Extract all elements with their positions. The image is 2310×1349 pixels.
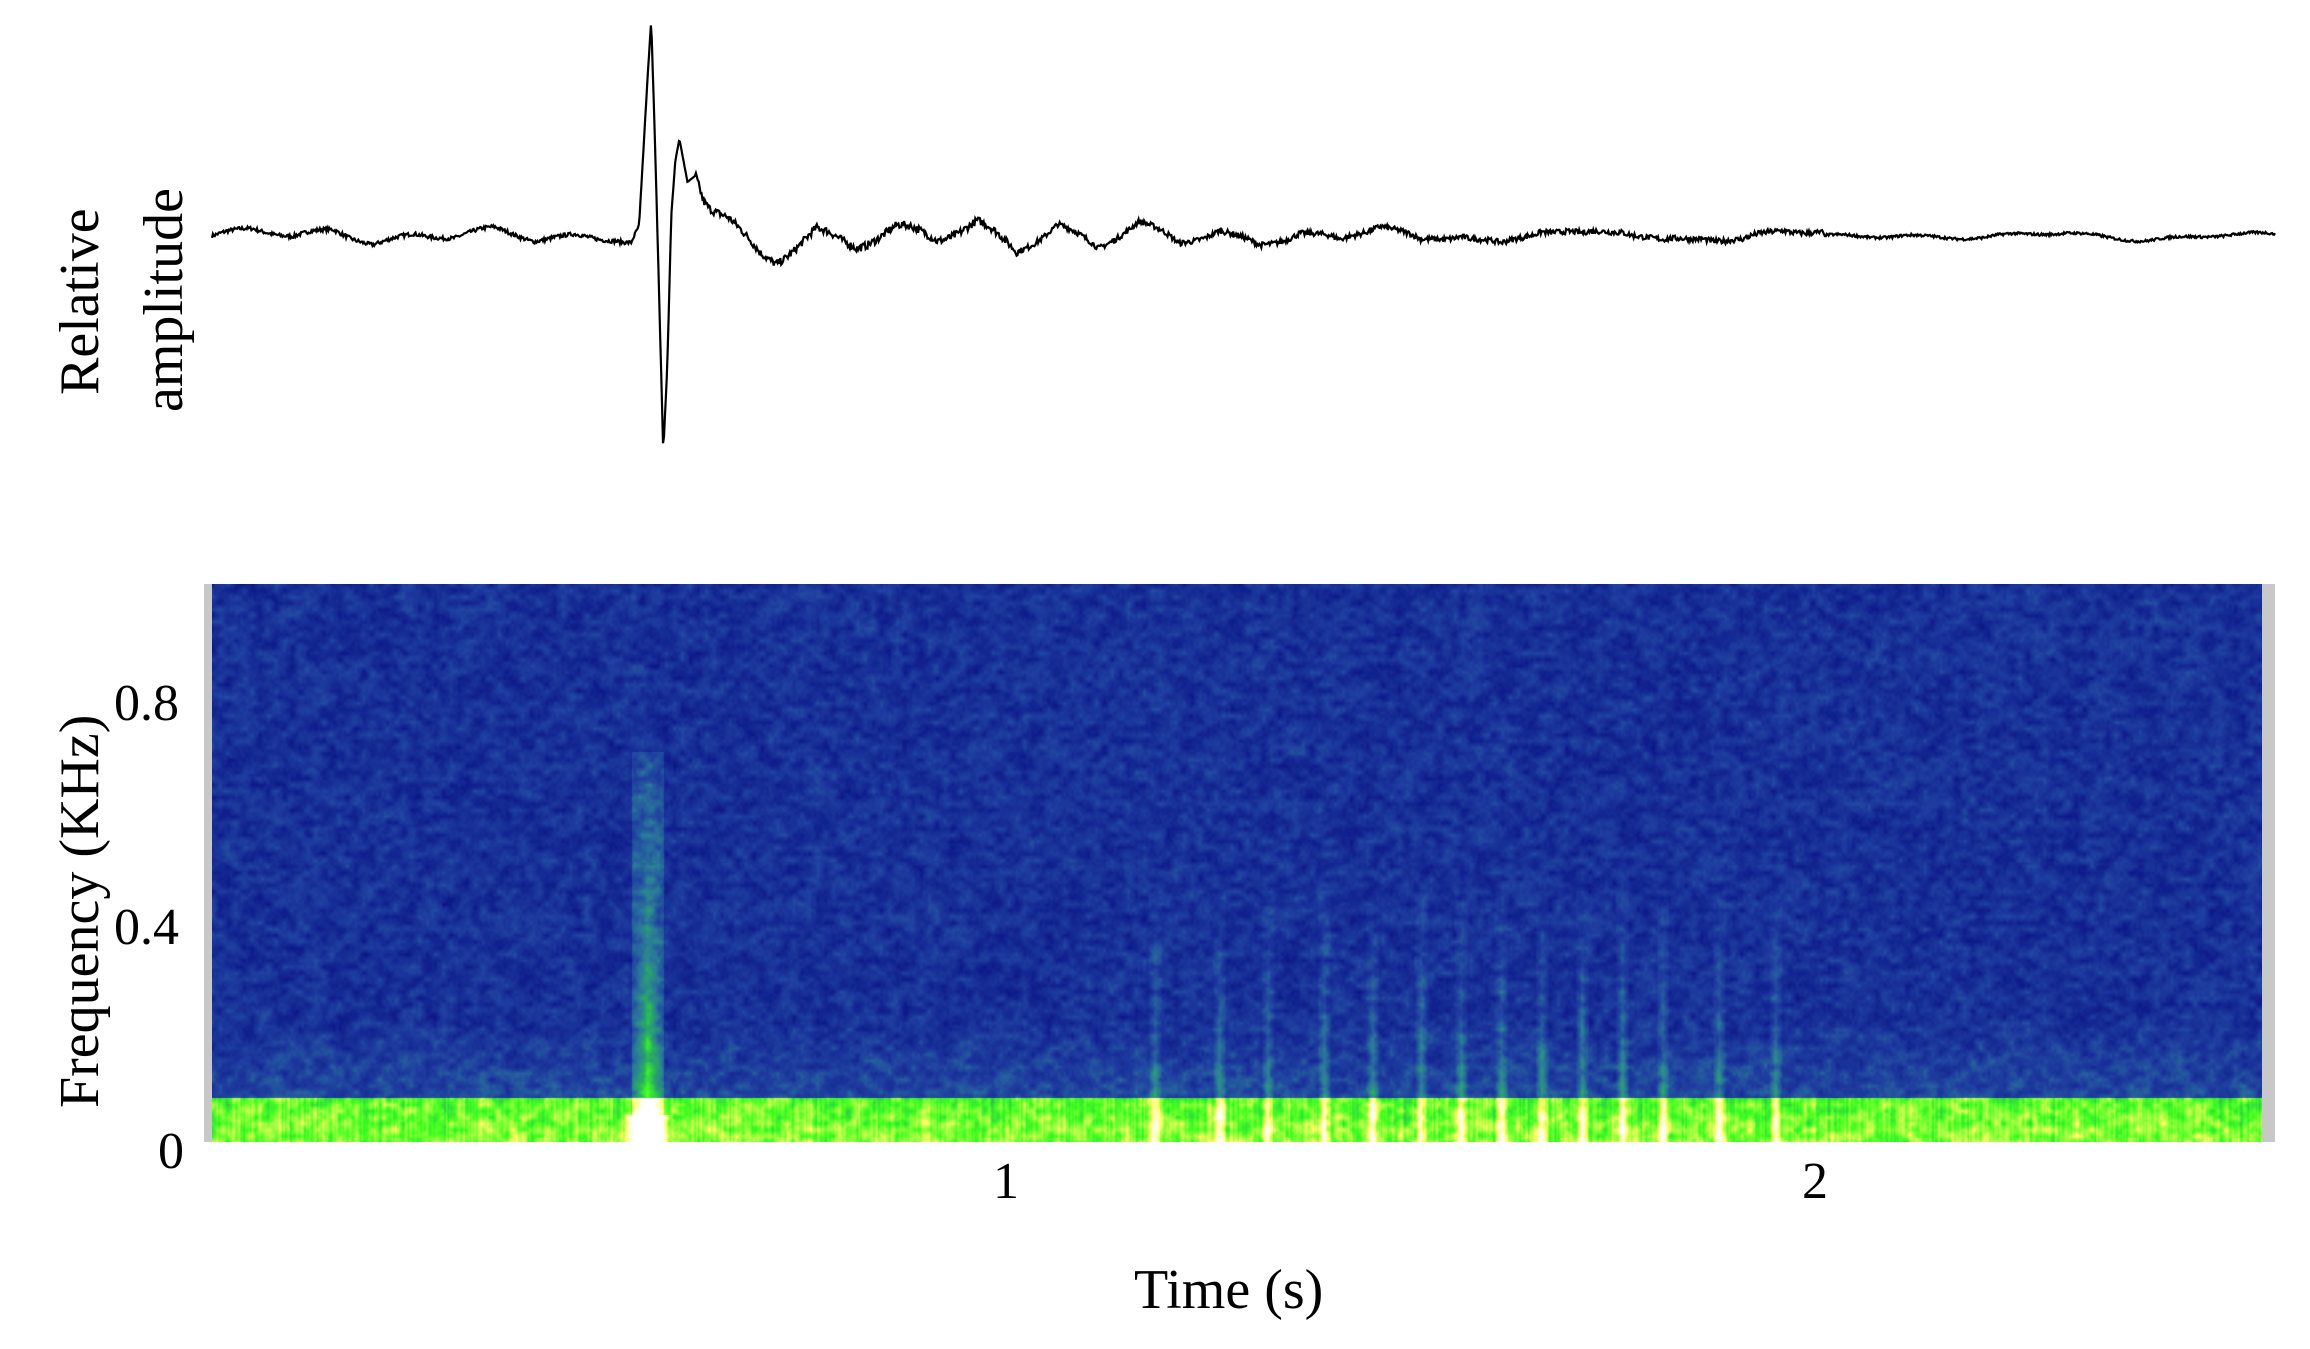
waveform-plot [210, 25, 2276, 444]
ytick-0.4: 0.4 [114, 899, 179, 956]
spectrogram-border-left [204, 584, 214, 1142]
waveform-ylabel-line2: amplitude [133, 188, 195, 412]
spectrogram-image [212, 584, 2275, 1142]
spectrogram-ylabel: Frequency (KHz) [49, 714, 111, 1108]
xtick-1: 1 [993, 1153, 1019, 1210]
xlabel: Time (s) [1134, 1259, 1324, 1321]
spectrogram-border-right [2262, 584, 2275, 1142]
ytick-0.8: 0.8 [114, 675, 179, 732]
spectrogram [212, 584, 2275, 1142]
ytick-0: 0 [158, 1123, 184, 1180]
waveform-ylabel-line1: Relative [49, 208, 111, 395]
xtick-2: 2 [1802, 1153, 1828, 1210]
waveform-line [210, 25, 2276, 444]
